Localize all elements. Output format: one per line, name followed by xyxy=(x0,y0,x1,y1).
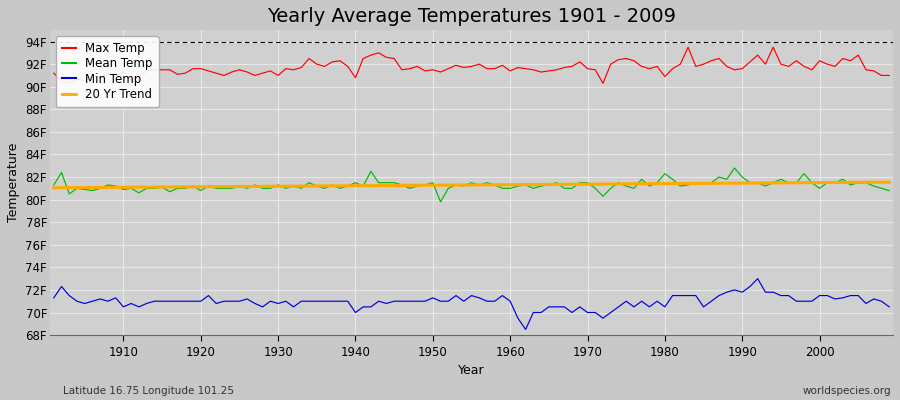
Text: worldspecies.org: worldspecies.org xyxy=(803,386,891,396)
Title: Yearly Average Temperatures 1901 - 2009: Yearly Average Temperatures 1901 - 2009 xyxy=(267,7,676,26)
Legend: Max Temp, Mean Temp, Min Temp, 20 Yr Trend: Max Temp, Mean Temp, Min Temp, 20 Yr Tre… xyxy=(56,36,158,107)
Text: Latitude 16.75 Longitude 101.25: Latitude 16.75 Longitude 101.25 xyxy=(63,386,234,396)
X-axis label: Year: Year xyxy=(458,364,485,377)
Y-axis label: Temperature: Temperature xyxy=(7,143,20,222)
